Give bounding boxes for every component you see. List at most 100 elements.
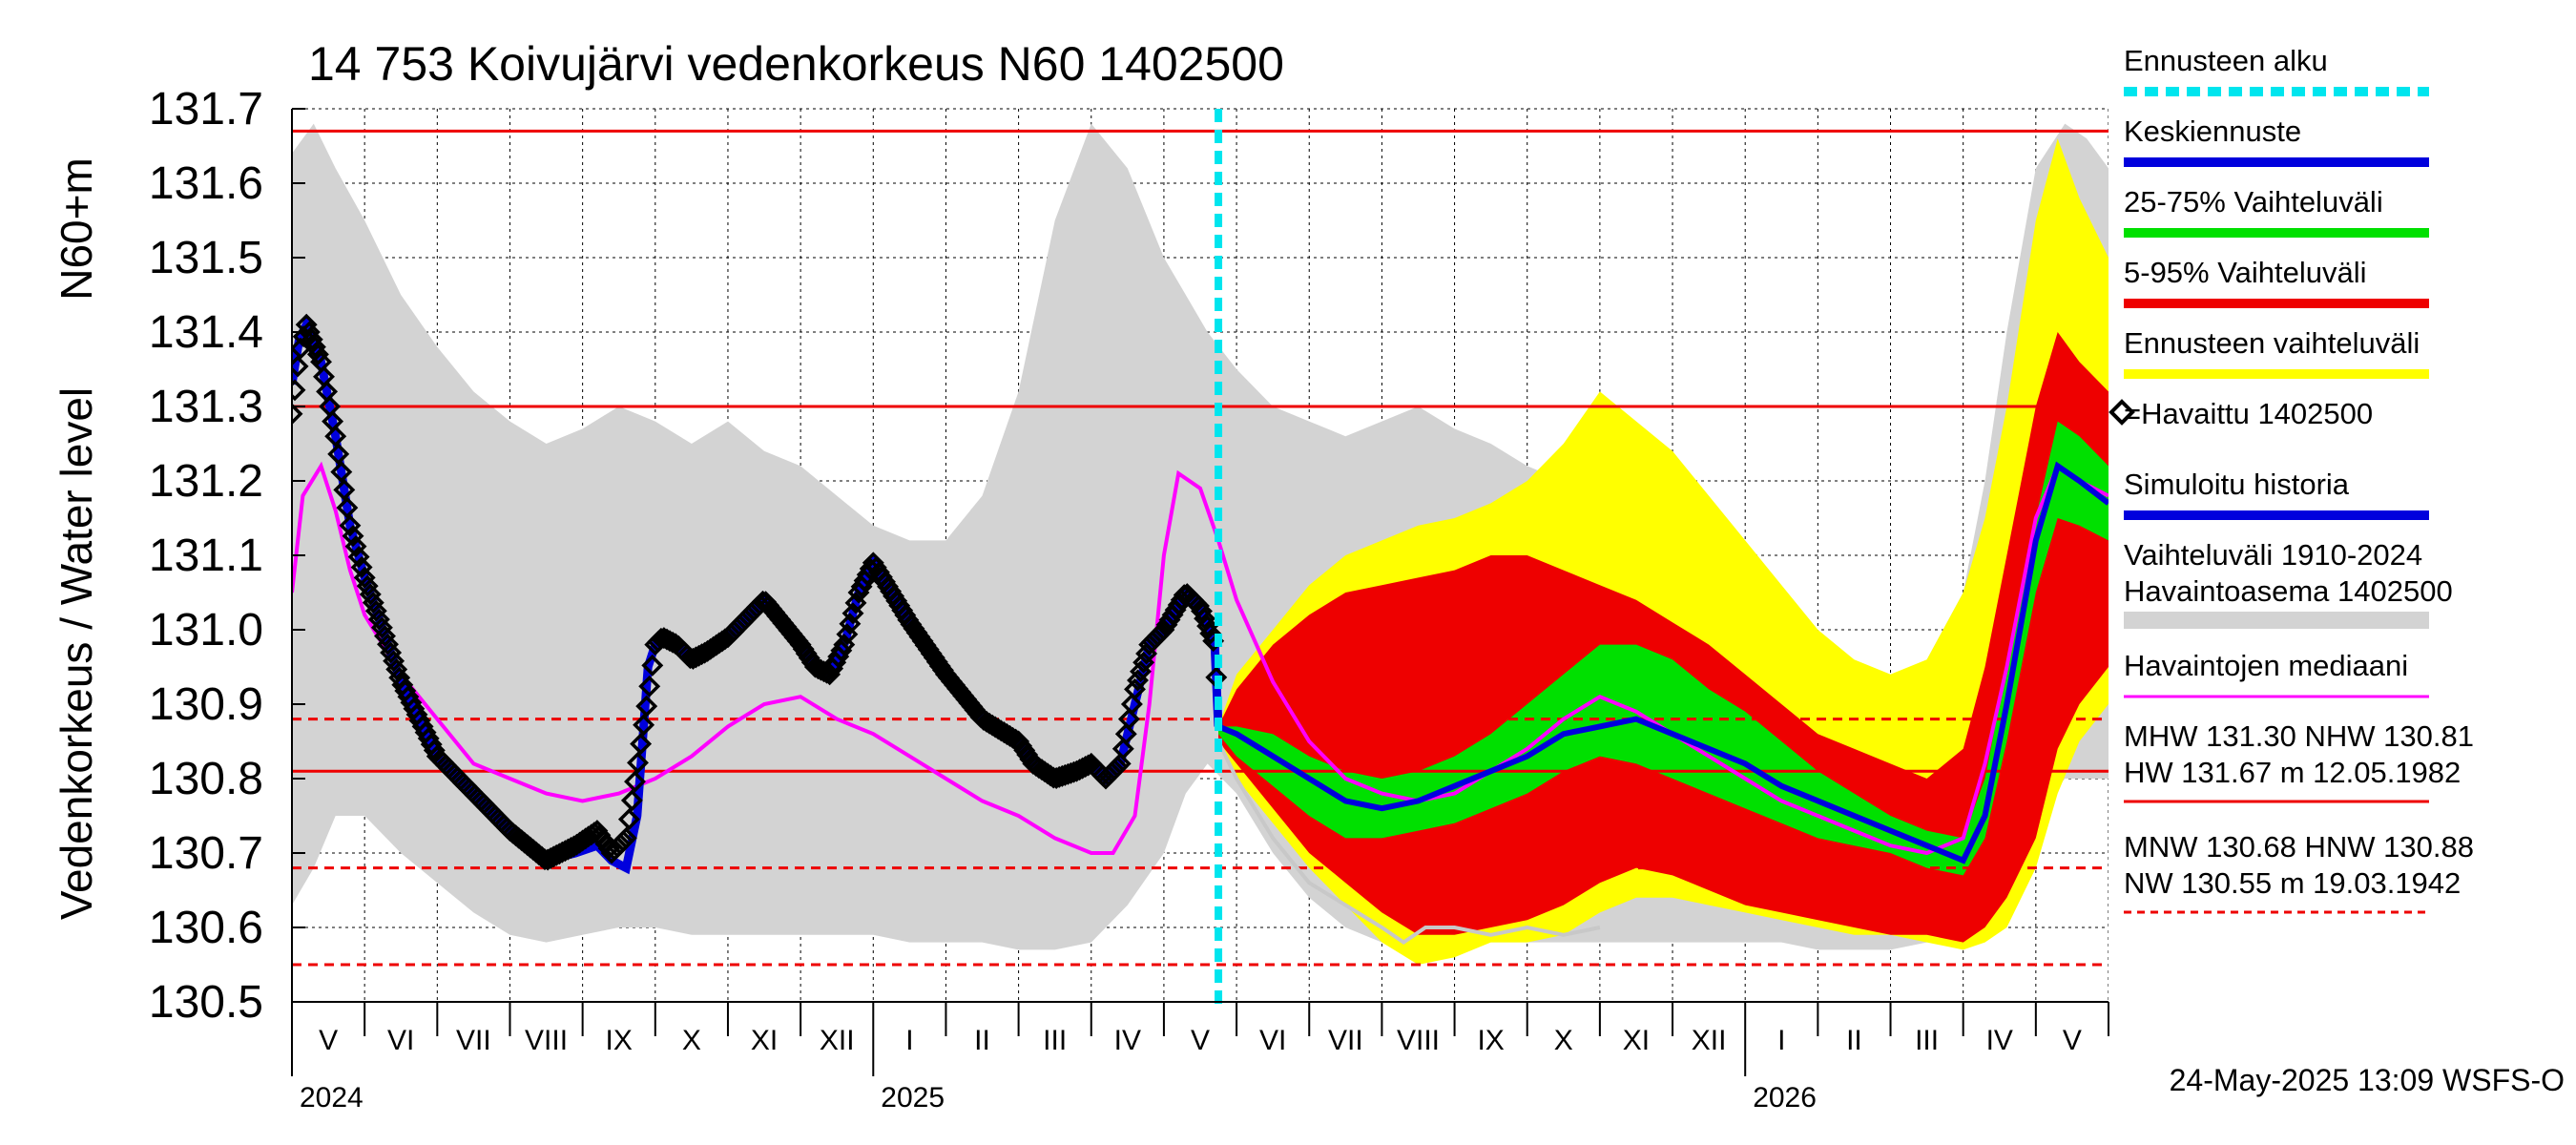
month-label: IX [1477,1025,1504,1056]
month-label: IV [1986,1025,2013,1056]
y-tick-label: 131.2 [149,456,263,507]
observed-tail-line [1216,740,1601,946]
month-label: II [974,1025,990,1056]
observed-marker [620,789,643,812]
month-label: X [682,1025,701,1056]
observed-marker [350,556,373,578]
observed-marker [306,343,329,365]
y-tick-label: 130.7 [149,828,263,879]
observed-marker [830,639,853,662]
axes: 130.5 130.6 130.7 130.8 130.9 131.0 131.1 131.2… [149,84,2109,1114]
year-label: 2026 [1753,1082,1817,1114]
observed-marker [370,616,393,639]
observed-marker [359,583,382,606]
legend-label2-mhw: HW 131.67 m 12.05.1982 [2124,756,2461,789]
legend-label2-mnw: NW 130.55 m 19.03.1942 [2124,866,2461,900]
legend-label-p5_95: 5-95% Vaihteluväli [2124,256,2366,289]
month-label: I [1777,1025,1785,1056]
y-tick-label: 131.3 [149,382,263,432]
observed-marker [1191,600,1213,622]
observed-marker [362,592,384,614]
observed-marker [1117,708,1140,731]
observed-marker [1114,722,1137,745]
legend-label-simulated: Simuloitu historia [2124,468,2350,501]
month-label: VIII [525,1025,568,1056]
observed-marker [303,336,326,359]
observed-marker [364,599,387,622]
legend-label-mnw: MNW 130.68 HNW 130.88 [2124,830,2474,864]
observed-marker [292,379,306,402]
month-label: VIII [1397,1025,1440,1056]
legend-label-mhw: MHW 131.30 NHW 130.81 [2124,719,2474,753]
legend-label-observed: =Havaittu 1402500 [2124,397,2373,430]
observed-marker [374,625,396,648]
mean-forecast-line [1216,461,2109,864]
legend-marker-observed [2109,399,2135,426]
month-label: V [2063,1025,2082,1056]
y-tick-label: 131.6 [149,158,263,209]
legend: Ennusteen alku Keskiennuste 25-75% Vaihtel… [2109,44,2474,914]
legend-label-forecast_range: Ennusteen vaihteluväli [2124,326,2420,360]
observed-marker [339,514,362,537]
observed-marker [356,574,379,597]
month-label: III [1043,1025,1067,1056]
legend-label-median: Havaintojen mediaani [2124,649,2408,682]
observed-marker [301,328,323,351]
y-tick-label: 131.5 [149,233,263,283]
y-tick-label: 130.5 [149,977,263,1028]
observed-marker [353,566,376,589]
observed-marker [367,608,390,631]
plot-area [292,108,2109,1008]
chart-title: 14 753 Koivujärvi vedenkorkeus N60 14025… [308,37,1284,91]
month-label: X [1554,1025,1573,1056]
y-tick-label: 130.6 [149,903,263,953]
month-label: XII [1692,1025,1727,1056]
month-label: VII [456,1025,491,1056]
observed-marker [377,633,399,656]
observed-marker [344,535,367,558]
observed-marker [385,658,408,680]
month-label: I [905,1025,913,1056]
y-tick-label: 131.0 [149,605,263,656]
observed-marker [614,826,637,849]
month-label: V [319,1025,338,1056]
observed-marker [1111,738,1134,760]
observed-marker [1120,693,1143,716]
observed-marker [624,770,646,793]
year-label: 2025 [881,1082,945,1114]
y-tick-label: 131.4 [149,307,263,358]
month-label: VII [1328,1025,1363,1056]
y-tick-label: 131.7 [149,84,263,135]
observed-markers [292,313,1228,871]
observed-marker [298,321,321,344]
observed-marker [380,641,403,664]
observed-marker [423,739,446,761]
y-tick-label: 130.8 [149,754,263,804]
observed-marker [638,675,661,697]
year-label: 2024 [300,1082,364,1114]
observed-marker [1194,607,1216,630]
legend-label-forecast_start: Ennusteen alku [2124,44,2328,77]
y-tick-label: 131.1 [149,531,263,581]
observed-marker [641,654,664,677]
plot-content [292,108,2109,1002]
y-tick-label: 130.9 [149,679,263,730]
observed-marker [292,403,303,426]
observed-marker [295,313,318,336]
month-label: IX [606,1025,633,1056]
legend-label-mean_forecast: Keskiennuste [2124,114,2301,148]
observed-marker [633,714,655,737]
observed-marker [336,496,359,519]
y-axis-unit-label: N60+m [52,157,101,301]
observed-marker [342,525,364,548]
footer-timestamp: 24-May-2025 13:09 WSFS-O [2170,1063,2565,1097]
month-label: V [1191,1025,1210,1056]
month-label: II [1846,1025,1862,1056]
observed-marker [617,808,640,831]
month-label: XI [1623,1025,1650,1056]
legend-label-p25_75: 25-75% Vaihteluväli [2124,185,2383,219]
month-label: VI [1259,1025,1286,1056]
observed-marker [327,443,350,466]
month-label: XI [751,1025,778,1056]
